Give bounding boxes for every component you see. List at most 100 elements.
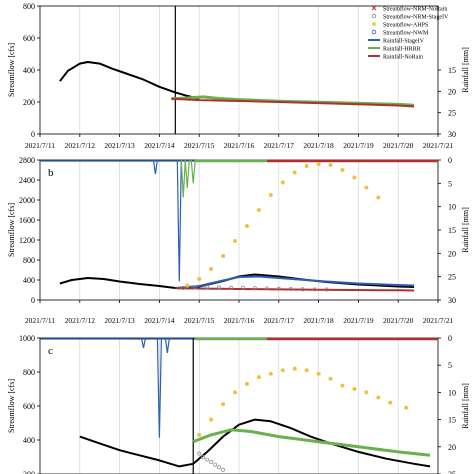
y2-tick-label: 30: [448, 130, 456, 139]
series-nwm: [175, 275, 415, 289]
marker-ahps: [209, 267, 214, 271]
marker-stageiv: [312, 287, 317, 292]
marker-stageiv: [324, 287, 329, 292]
marker-stageiv: [213, 462, 218, 467]
rain-spike: [156, 337, 162, 438]
y2-tick-label: 20: [448, 443, 456, 452]
y-tick-label: 1200: [19, 236, 35, 245]
legend-swatch: [372, 22, 376, 26]
y-tick-label: 400: [23, 436, 35, 445]
y2-tick-label: 10: [448, 388, 456, 397]
x-tick-label: 2021/7/13: [104, 316, 135, 325]
y-tick-label: 800: [23, 2, 35, 11]
y-tick-label: 1600: [19, 216, 35, 225]
marker-ahps: [268, 371, 273, 376]
rain-spike: [190, 159, 196, 184]
x-tick-label: 2021/7/20: [383, 141, 414, 150]
marker-ahps: [197, 432, 202, 437]
x-tick-label: 2021/7/16: [224, 141, 255, 150]
y2-tick-label: 0: [448, 156, 452, 165]
legend-swatch: [371, 29, 377, 35]
marker-stageiv: [229, 285, 233, 290]
y-tick-label: 800: [23, 368, 35, 377]
x-tick-label: 2021/7/16: [224, 316, 255, 325]
y-tick-label: 0: [31, 130, 35, 139]
x-tick-label: 2021/7/20: [383, 316, 414, 325]
series-norain: [171, 97, 415, 108]
marker-stageiv: [264, 286, 269, 291]
y-tick-label: 200: [23, 470, 35, 474]
rain-spike: [184, 159, 190, 189]
marker-stageiv: [276, 286, 281, 291]
x-tick-label: 2021/7/13: [104, 141, 135, 150]
y-tick-label: 1000: [19, 334, 35, 343]
y-tick-label: 400: [23, 276, 35, 285]
series-norain: [175, 287, 415, 292]
y2-tick-label: 5: [448, 179, 452, 188]
marker-ahps: [364, 390, 369, 395]
marker-stageiv: [241, 286, 245, 290]
y2-tick-label: 0: [448, 334, 452, 343]
rain-spike: [176, 159, 182, 282]
x-tick-label: 2021/7/21: [423, 141, 454, 150]
y2-tick-label: 5: [448, 361, 452, 370]
x-tick-label: 2021/7/17: [264, 141, 295, 150]
marker-ahps: [388, 400, 393, 405]
legend-label: Streamflow-NRM-NoRain: [383, 6, 447, 13]
rain-spike: [152, 159, 159, 175]
panel-label: c: [48, 345, 53, 357]
legend-swatch: [371, 5, 377, 11]
legend-label: Rainfall-StageIV: [383, 38, 425, 45]
rain-spike: [164, 337, 170, 354]
marker-ahps: [244, 381, 249, 386]
y2-tick-label: 30: [448, 296, 456, 305]
marker-ahps: [292, 366, 297, 371]
marker-ahps: [244, 224, 249, 228]
marker-ahps: [376, 395, 381, 400]
y-axis-label: Streamflow [cfs]: [7, 379, 16, 433]
y2-tick-label: 25: [448, 109, 456, 118]
marker-stageiv: [205, 457, 210, 462]
y2-axis-label: Rainfall [mm]: [461, 383, 470, 429]
marker-ahps: [221, 254, 226, 258]
y2-axis-label: Rainfall [mm]: [461, 47, 470, 93]
marker-ahps: [233, 239, 238, 243]
y2-tick-label: 10: [448, 203, 456, 212]
marker-ahps: [316, 371, 321, 376]
y-tick-label: 2800: [19, 156, 35, 165]
x-tick-label: 2021/7/12: [65, 141, 96, 150]
y2-tick-label: 20: [448, 249, 456, 258]
marker-stageiv: [217, 465, 222, 470]
x-tick-label: 2021/7/15: [184, 141, 215, 150]
y2-tick-label: 15: [448, 226, 456, 235]
y-axis-label: Streamflow [cfs]: [7, 43, 16, 97]
marker-stageiv: [197, 451, 202, 456]
marker-ahps: [352, 175, 357, 180]
y2-tick-label: 25: [448, 273, 456, 282]
x-tick-label: 2021/7/14: [144, 141, 175, 150]
marker-ahps: [328, 376, 333, 381]
y-tick-label: 600: [23, 34, 35, 43]
y-tick-label: 2000: [19, 196, 35, 205]
legend-label: Streamflow-NWM: [383, 30, 429, 37]
marker-stageiv: [252, 286, 257, 291]
marker-ahps: [340, 168, 345, 172]
marker-ahps: [233, 390, 238, 395]
series-observed: [79, 418, 431, 468]
legend-swatch: [371, 13, 377, 19]
marker-ahps: [268, 193, 273, 197]
marker-stageiv: [300, 287, 305, 292]
x-tick-label: 2021/7/19: [343, 141, 374, 150]
y-tick-label: 800: [23, 256, 35, 265]
marker-stageiv: [205, 285, 210, 290]
marker-ahps: [364, 185, 369, 190]
y2-axis-label: Rainfall [mm]: [461, 207, 470, 253]
x-tick-label: 2021/7/15: [184, 316, 215, 325]
marker-stageiv: [209, 460, 214, 465]
marker-stageiv: [221, 467, 226, 472]
x-tick-label: 2021/7/17: [264, 316, 295, 325]
marker-ahps: [209, 417, 214, 422]
rain-spike: [140, 337, 147, 349]
marker-ahps: [185, 283, 190, 288]
